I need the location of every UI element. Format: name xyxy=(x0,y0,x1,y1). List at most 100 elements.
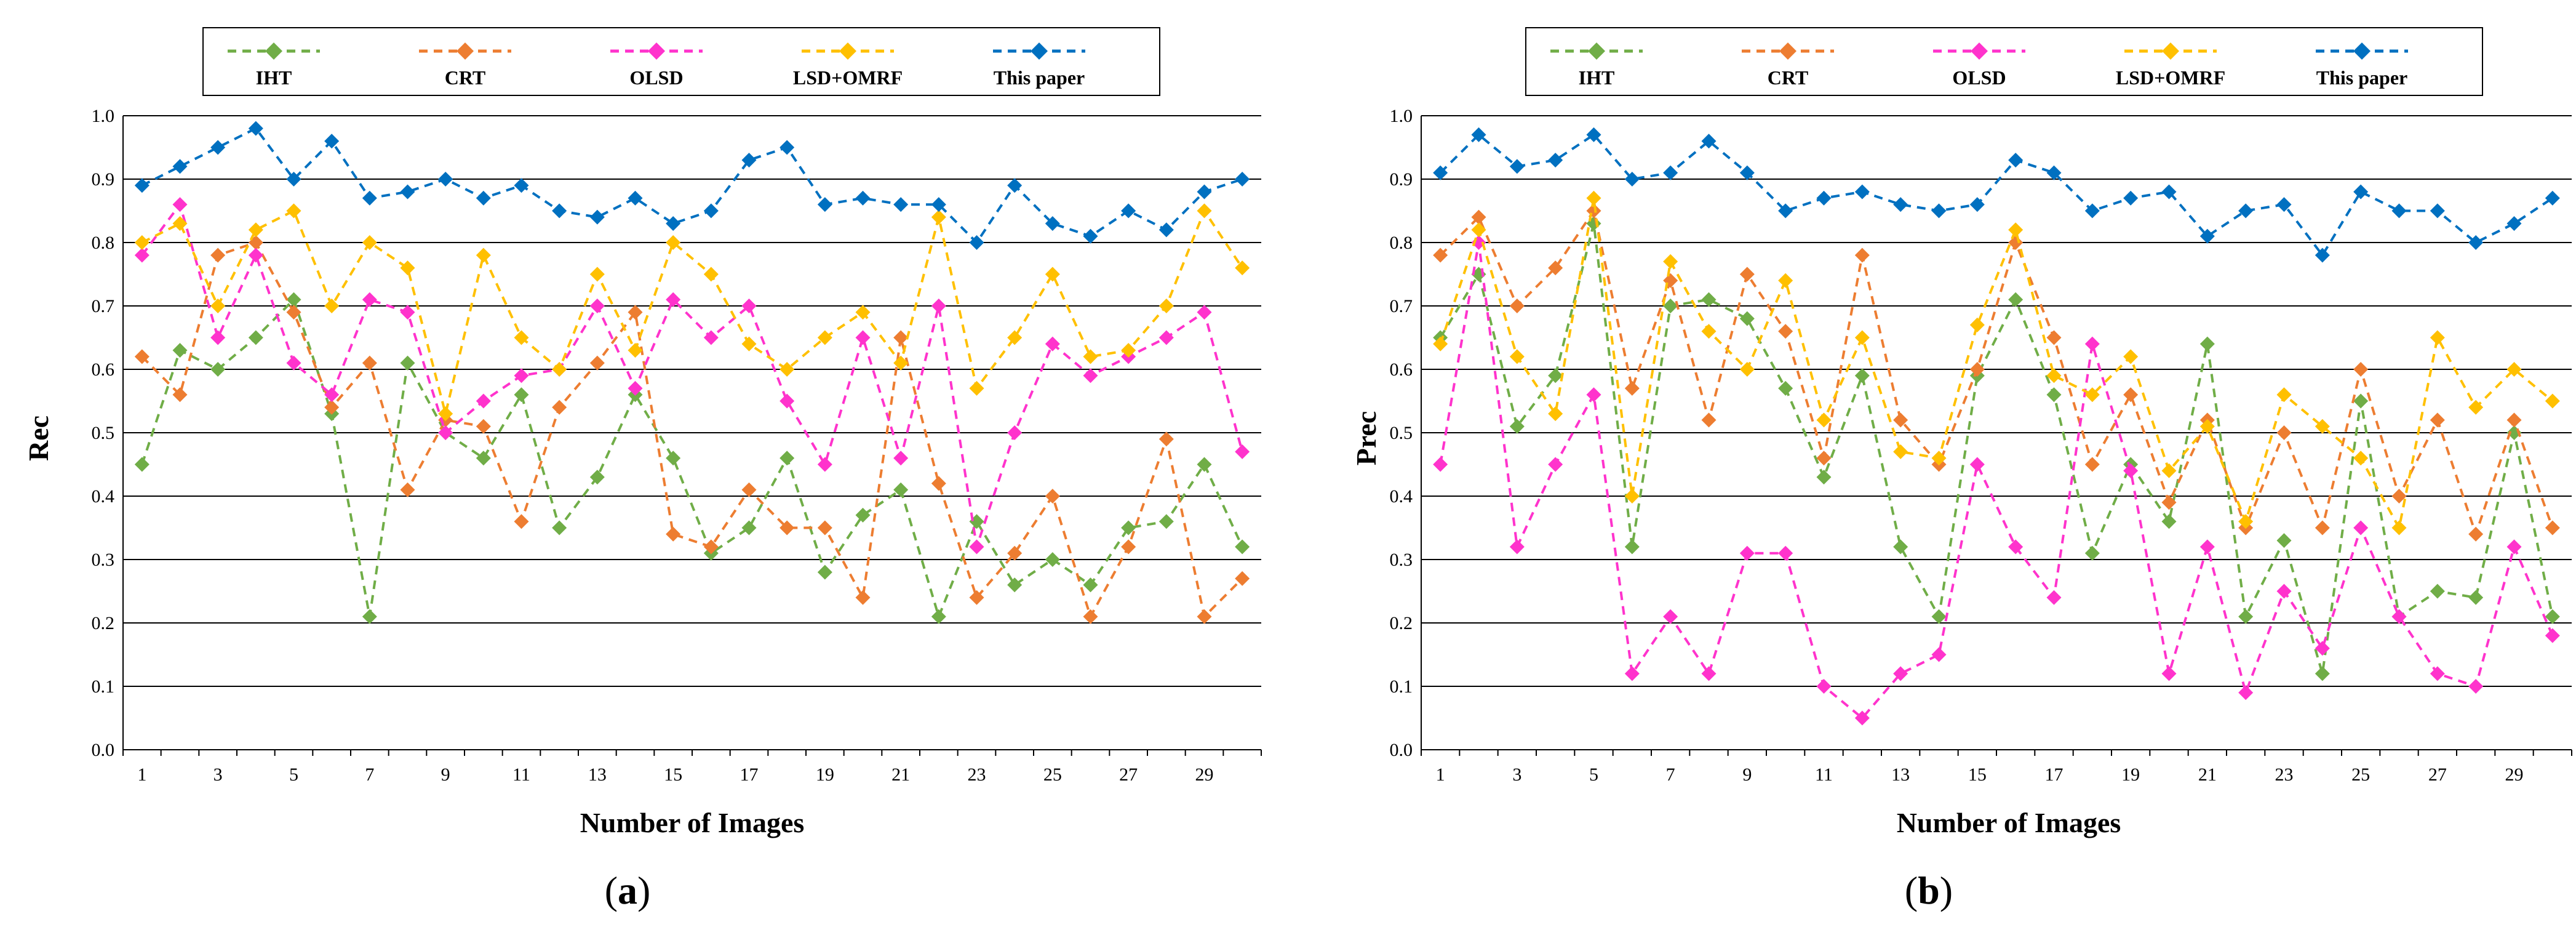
point-a-olsd-20 xyxy=(855,330,871,345)
point-a-olsd-23 xyxy=(969,539,984,555)
point-a-iht-15 xyxy=(666,451,681,466)
x-axis-title-b: Number of Images xyxy=(1897,807,2121,838)
point-b-this-paper-26 xyxy=(2391,203,2407,219)
point-b-iht-13 xyxy=(1893,539,1908,555)
point-a-iht-4 xyxy=(248,330,263,345)
point-b-olsd-27 xyxy=(2430,666,2445,681)
point-b-lsd-omrf-4 xyxy=(1548,406,1563,422)
point-b-this-paper-29 xyxy=(2506,216,2522,231)
point-a-crt-3 xyxy=(210,247,226,263)
point-b-lsd-omrf-24 xyxy=(2315,419,2330,434)
point-a-crt-27 xyxy=(1121,539,1136,555)
point-a-lsd-omrf-24 xyxy=(1007,330,1023,345)
point-a-this-paper-1 xyxy=(134,178,150,193)
point-b-crt-30 xyxy=(2545,520,2560,536)
point-a-olsd-6 xyxy=(324,387,340,403)
y-tick-label-b-5: 0.5 xyxy=(1390,423,1413,443)
x-tick-label-a-13: 13 xyxy=(588,764,607,785)
x-tick-label-b-19: 19 xyxy=(2121,764,2140,785)
point-b-iht-28 xyxy=(2468,590,2484,605)
legend-marker-b-olsd xyxy=(1971,42,1988,60)
point-a-this-paper-25 xyxy=(1045,216,1060,231)
point-a-lsd-omrf-29 xyxy=(1197,203,1212,219)
point-a-crt-17 xyxy=(741,482,757,497)
point-b-olsd-8 xyxy=(1701,666,1717,681)
point-a-olsd-25 xyxy=(1045,336,1060,351)
point-b-lsd-omrf-28 xyxy=(2468,399,2484,415)
point-b-iht-9 xyxy=(1739,311,1755,326)
x-tick-label-b-27: 27 xyxy=(2428,764,2447,785)
point-a-iht-3 xyxy=(210,362,226,377)
point-a-crt-7 xyxy=(362,355,377,371)
point-b-crt-17 xyxy=(2046,330,2062,345)
point-b-olsd-12 xyxy=(1854,710,1870,726)
point-a-lsd-omrf-18 xyxy=(780,362,795,377)
point-b-this-paper-19 xyxy=(2123,190,2139,206)
point-b-this-paper-2 xyxy=(1471,127,1486,142)
point-b-this-paper-24 xyxy=(2315,247,2330,263)
point-a-crt-6 xyxy=(324,399,340,415)
x-tick-label-a-17: 17 xyxy=(740,764,759,785)
panel-a: IHT CRT OLSD LSD+OMRF This paper 0.0 0.1 0.2 0.… xyxy=(23,27,1262,912)
point-a-this-paper-19 xyxy=(817,197,832,212)
point-b-lsd-omrf-6 xyxy=(1624,489,1640,504)
y-tick-label-a-0: 0.0 xyxy=(92,740,115,760)
series-line-a-crt xyxy=(141,241,1243,620)
point-a-iht-27 xyxy=(1121,520,1136,536)
point-a-olsd-14 xyxy=(628,380,643,396)
point-a-olsd-15 xyxy=(666,292,681,307)
point-b-this-paper-6 xyxy=(1624,172,1640,187)
point-b-iht-22 xyxy=(2238,609,2254,624)
point-b-lsd-omrf-29 xyxy=(2506,362,2522,377)
point-a-this-paper-14 xyxy=(628,190,643,206)
point-b-crt-28 xyxy=(2468,526,2484,542)
point-a-iht-26 xyxy=(1083,577,1098,593)
point-a-lsd-omrf-22 xyxy=(931,209,946,225)
point-a-crt-30 xyxy=(1235,571,1250,586)
point-b-lsd-omrf-26 xyxy=(2391,520,2407,536)
point-b-iht-6 xyxy=(1624,539,1640,555)
point-a-iht-7 xyxy=(362,609,377,624)
point-a-crt-8 xyxy=(400,482,415,497)
point-a-lsd-omrf-14 xyxy=(628,343,643,358)
point-a-lsd-omrf-3 xyxy=(210,299,226,313)
legend-label-a-iht: IHT xyxy=(256,66,292,89)
x-tick-label-a-9: 9 xyxy=(441,764,450,785)
point-a-lsd-omrf-9 xyxy=(438,406,453,422)
x-tick-label-b-21: 21 xyxy=(2198,764,2217,785)
point-a-olsd-7 xyxy=(362,292,377,307)
point-b-iht-17 xyxy=(2046,387,2062,403)
point-b-lsd-omrf-23 xyxy=(2276,387,2292,403)
point-b-this-paper-5 xyxy=(1586,127,1601,142)
point-a-olsd-21 xyxy=(893,451,909,466)
point-a-this-paper-21 xyxy=(893,197,909,212)
legend-label-b-crt: CRT xyxy=(1768,66,1808,89)
point-b-iht-16 xyxy=(2008,292,2024,307)
legend-marker-a-lsd-omrf xyxy=(839,42,856,60)
point-b-lsd-omrf-5 xyxy=(1586,190,1601,206)
x-tick-label-a-25: 25 xyxy=(1043,764,1062,785)
point-b-lsd-omrf-13 xyxy=(1893,444,1908,459)
point-b-olsd-21 xyxy=(2199,539,2215,555)
point-b-crt-23 xyxy=(2276,425,2292,440)
point-a-lsd-omrf-13 xyxy=(589,267,605,282)
point-b-this-paper-25 xyxy=(2353,184,2369,199)
legend-label-a-this-paper: This paper xyxy=(994,66,1085,89)
point-a-this-paper-13 xyxy=(589,209,605,225)
y-tick-label-a-8: 0.8 xyxy=(92,233,115,253)
point-a-lsd-omrf-28 xyxy=(1158,299,1174,313)
point-a-iht-12 xyxy=(552,520,567,536)
point-b-this-paper-27 xyxy=(2430,203,2445,219)
x-tick-label-a-11: 11 xyxy=(512,764,530,785)
point-a-this-paper-2 xyxy=(172,159,188,174)
y-tick-label-a-2: 0.2 xyxy=(92,613,115,633)
point-b-iht-21 xyxy=(2199,336,2215,351)
plot-area-b: 0.00.10.20.30.40.50.60.70.80.91.01 3 5 7 9 11… xyxy=(1390,106,2572,785)
legend-marker-a-this-paper xyxy=(1031,42,1048,60)
point-b-iht-8 xyxy=(1701,292,1717,307)
point-b-olsd-17 xyxy=(2046,590,2062,605)
x-tick-label-a-19: 19 xyxy=(816,764,834,785)
point-a-this-paper-9 xyxy=(438,172,453,187)
point-b-iht-12 xyxy=(1854,368,1870,383)
point-a-lsd-omrf-4 xyxy=(248,222,263,238)
